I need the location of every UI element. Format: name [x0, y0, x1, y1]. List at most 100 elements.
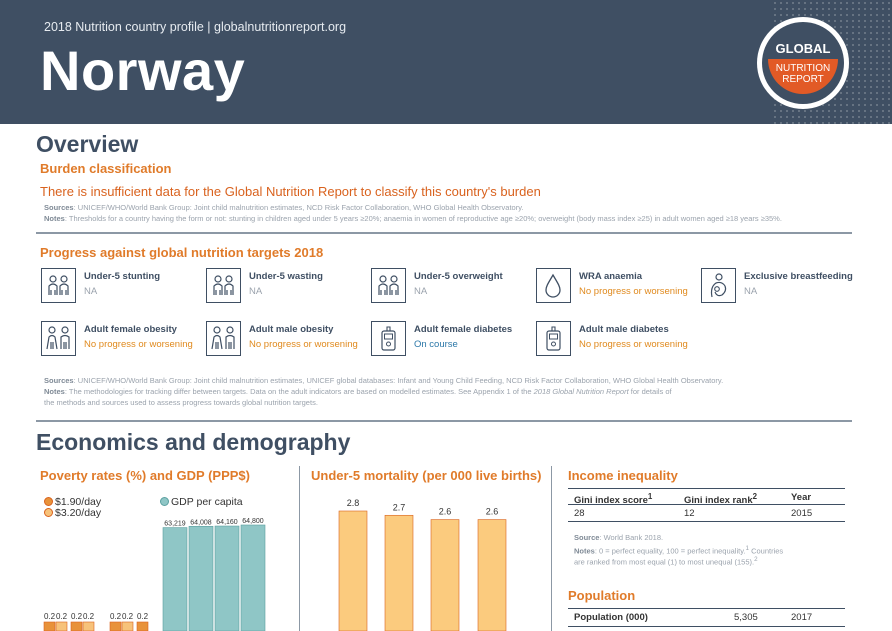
progress-notes: Notes: The methodologies for tracking di… — [44, 386, 672, 397]
mortality-chart-title: Under-5 mortality (per 000 live births) — [311, 468, 542, 483]
gdp-bar-label: 64,008 — [190, 519, 212, 526]
income-notes-text-2: Countries — [748, 546, 784, 556]
income-source: Source: World Bank 2018. — [574, 532, 663, 543]
column-divider — [299, 466, 300, 631]
economics-heading: Economics and demography — [36, 429, 351, 455]
poverty-chart-title: Poverty rates (%) and GDP (PPP$) — [40, 468, 250, 483]
mortality-bar — [430, 519, 460, 631]
footnote-marker: 2 — [754, 556, 758, 563]
mortality-bar-label: 2.8 — [347, 498, 360, 508]
breastfeeding-icon — [701, 268, 736, 303]
poverty-bar — [43, 621, 56, 631]
header-year: Year — [791, 492, 812, 503]
poverty-bar — [55, 621, 68, 631]
population-title: Population — [568, 588, 636, 603]
global-nutrition-report-logo[interactable]: GLOBAL NUTRITION REPORT — [757, 17, 849, 109]
overview-notes-label: Notes — [44, 214, 65, 223]
footnote-marker: 1 — [745, 545, 749, 552]
target-status: NA — [414, 286, 428, 297]
progress-notes-line2: the methods and sources used to assess p… — [44, 398, 318, 407]
poverty-bar-label: 0.2 — [137, 612, 149, 621]
gdp-bar-label: 63,219 — [164, 521, 186, 528]
target-status: No progress or worsening — [579, 339, 688, 350]
section-divider — [36, 420, 852, 422]
adults-icon — [41, 321, 76, 356]
target-card: Under-5 stunting NA — [41, 268, 206, 308]
legend-label-190: $1.90/day — [55, 496, 102, 508]
column-divider — [551, 466, 552, 631]
logo-text-report: REPORT — [782, 74, 824, 85]
target-title: Adult male diabetes — [579, 324, 669, 335]
gdp-bar-label: 64,160 — [216, 519, 238, 526]
income-notes-label: Notes — [574, 546, 595, 556]
target-title: Adult female diabetes — [414, 324, 513, 335]
target-card: Adult male diabetes No progress or worsen… — [536, 321, 701, 361]
table-row: Population (000) 5,305 2017 — [568, 608, 845, 627]
population-year: 2017 — [791, 612, 813, 623]
header-gini-rank: Gini index rank2 — [684, 492, 757, 506]
children-icon — [371, 268, 406, 303]
footnote-marker: 1 — [647, 492, 653, 501]
progress-notes-text-2: for details of — [628, 387, 672, 396]
mortality-bar-label: 2.6 — [439, 507, 452, 517]
legend-swatch-190 — [44, 497, 53, 506]
target-title: Adult female obesity — [84, 324, 177, 335]
glucose-meter-icon — [536, 321, 571, 356]
gini-score-value: 28 — [574, 508, 585, 519]
progress-notes-text-1: : The methodologies for tracking differ … — [64, 387, 534, 396]
glucose-meter-icon — [371, 321, 406, 356]
target-title: Adult male obesity — [249, 324, 334, 335]
header-gini-score: Gini index score1 — [574, 492, 652, 506]
poverty-bar-label: 0.2 — [71, 612, 83, 621]
target-title: WRA anaemia — [579, 271, 642, 282]
country-title: Norway — [40, 39, 246, 102]
logo-text-nutrition: NUTRITION — [775, 63, 831, 74]
legend-label-320: $3.20/day — [55, 507, 102, 519]
poverty-bar-label: 0.2 — [56, 612, 68, 621]
header-gini-rank-text: Gini index rank — [684, 495, 753, 507]
poverty-bar-label: 0.2 — [44, 612, 56, 621]
progress-title: Progress against global nutrition target… — [40, 245, 324, 260]
target-title: Under-5 overweight — [414, 271, 503, 282]
population-value: 5,305 — [734, 612, 758, 623]
mortality-bar — [477, 519, 507, 631]
logo-text-nutrition-report: NUTRITION REPORT — [757, 63, 849, 85]
gini-year-value: 2015 — [791, 508, 813, 519]
income-notes: Notes: 0 = perfect equality, 100 = perfe… — [574, 543, 783, 557]
gdp-bar — [162, 527, 188, 631]
legend-swatch-gdp — [160, 497, 169, 506]
income-notes-line2: are ranked from most equal (1) to most u… — [574, 554, 758, 568]
overview-heading: Overview — [36, 131, 139, 157]
income-source-text: : World Bank 2018. — [599, 533, 664, 542]
population-label: Population (000) — [574, 612, 648, 623]
target-title: Under-5 stunting — [84, 271, 160, 282]
income-notes-text: : 0 = perfect equality, 100 = perfect in… — [594, 546, 746, 556]
target-status: No progress or worsening — [249, 339, 358, 350]
gdp-bar — [240, 524, 266, 631]
mortality-bar — [338, 510, 368, 631]
income-source-label: Source — [574, 533, 600, 542]
target-status: NA — [744, 286, 758, 297]
table-header-row: Gini index score1 Gini index rank2 Year — [568, 488, 845, 506]
target-status: On course — [414, 339, 458, 350]
progress-sources-text: : UNICEF/WHO/World Bank Group: Joint chi… — [73, 376, 724, 385]
progress-sources-label: Sources — [44, 376, 74, 385]
header-subtitle: 2018 Nutrition country profile | globaln… — [44, 20, 347, 34]
target-card: Adult female obesity No progress or worse… — [41, 321, 206, 361]
header-gini-score-text: Gini index score — [574, 495, 648, 507]
overview-notes-text: : Thresholds for a country having the fo… — [64, 214, 782, 223]
legend-swatch-320 — [44, 508, 53, 517]
poverty-bar — [109, 621, 122, 631]
legend-gdp: GDP per capita — [160, 496, 243, 508]
children-icon — [206, 268, 241, 303]
section-divider — [36, 232, 852, 234]
gdp-bar-label: 64,800 — [242, 518, 264, 525]
poverty-bar — [121, 621, 134, 631]
children-icon — [41, 268, 76, 303]
target-card: WRA anaemia No progress or worsening — [536, 268, 701, 308]
target-card: Under-5 overweight NA — [371, 268, 536, 308]
gdp-bar — [214, 525, 240, 631]
overview-sources: Sources: UNICEF/WHO/World Bank Group: Jo… — [44, 202, 523, 213]
overview-notes: Notes: Thresholds for a country having t… — [44, 213, 782, 224]
